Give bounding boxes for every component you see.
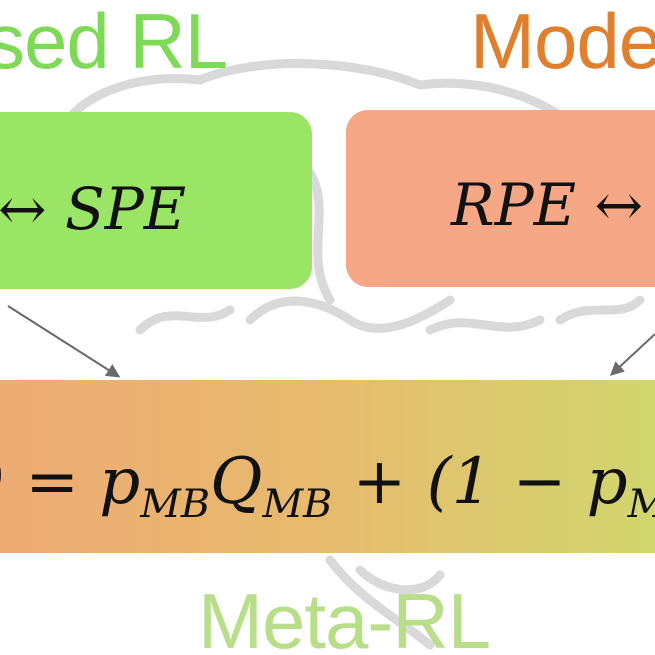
model-free-expression: ↔ SPE (0, 175, 187, 243)
model-based-title: Model (470, 0, 655, 85)
model-based-expression: RPE ↔ (451, 171, 644, 239)
model-based-box: RPE ↔ (346, 110, 655, 287)
meta-rl-title: Meta-RL (198, 577, 491, 655)
equation-rest: + (1 − p (332, 445, 628, 519)
model-free-box: ↔ SPE (0, 112, 312, 289)
equation-q: Q (210, 445, 263, 519)
model-free-title: sed RL (0, 0, 228, 85)
equation-sub-mb-1: MB (140, 480, 211, 527)
equation-sub-m: M (628, 481, 655, 527)
meta-rl-box: ) = pMBQMB + (1 − pM (0, 380, 655, 553)
meta-rl-equation: ) = pMBQMB + (1 − pM (0, 450, 655, 524)
equation-sub-mb-2: MB (262, 480, 333, 527)
equation-lhs: ) = p (0, 445, 141, 519)
